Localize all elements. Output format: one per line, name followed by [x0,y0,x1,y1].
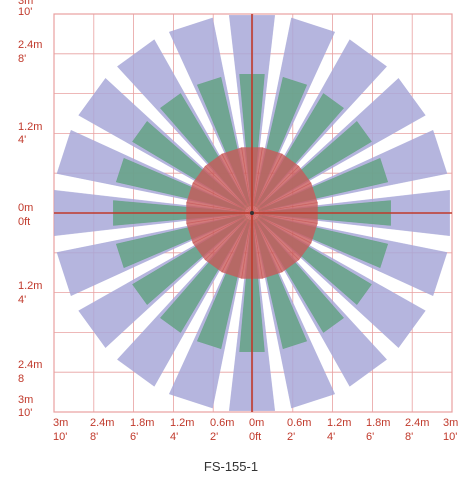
x-label-metric: 0.6m [210,417,234,429]
x-label-metric: 2.4m [405,417,429,429]
x-label-metric: 1.8m [130,417,154,429]
y-label-feet: 8 [18,373,24,385]
y-label-feet: 8' [18,53,26,65]
detection-zones [54,15,450,411]
zone-near-beam [251,182,318,214]
y-label-feet: 10' [18,407,32,419]
x-label-metric: 3m [443,417,458,429]
x-label-metric: 1.2m [170,417,194,429]
x-label-feet: 10' [53,431,67,443]
x-label-metric: 0.6m [287,417,311,429]
x-label-metric: 1.2m [327,417,351,429]
x-label-feet: 10' [443,431,457,443]
y-label-metric: 1.2m [18,121,42,133]
y-label-feet: 10' [18,6,32,18]
y-label-metric: 1.2m [18,280,42,292]
x-label-metric: 0m [249,417,264,429]
x-label-feet: 2' [210,431,218,443]
center-axes [54,14,452,412]
x-label-metric: 3m [53,417,68,429]
x-label-feet: 4' [170,431,178,443]
y-label-metric: 2.4m [18,39,42,51]
x-axis-labels: 3m 10' 2.4m 8' 1.8m 6' 1.2m 4' 0.6m 2' 0m 0ft 0.6m 2'… [53,417,458,443]
x-label-metric: 1.8m [366,417,390,429]
x-label-feet: 8' [90,431,98,443]
x-label-feet: 6' [366,431,374,443]
y-label-metric: 3m [18,0,33,7]
y-label-metric: 0m [18,202,33,214]
model-name: FS-155-1 [203,459,259,474]
y-label-feet: 0ft [18,216,30,228]
sensor-center-dot [250,211,254,215]
y-label-feet: 4' [18,134,26,146]
x-label-feet: 2' [287,431,295,443]
y-label-feet: 4' [18,294,26,306]
y-label-metric: 3m [18,394,33,406]
x-label-feet: 8' [405,431,413,443]
x-label-feet: 0ft [249,431,261,443]
x-label-feet: 6' [130,431,138,443]
x-label-feet: 4' [327,431,335,443]
y-label-metric: 2.4m [18,359,42,371]
x-label-metric: 2.4m [90,417,114,429]
